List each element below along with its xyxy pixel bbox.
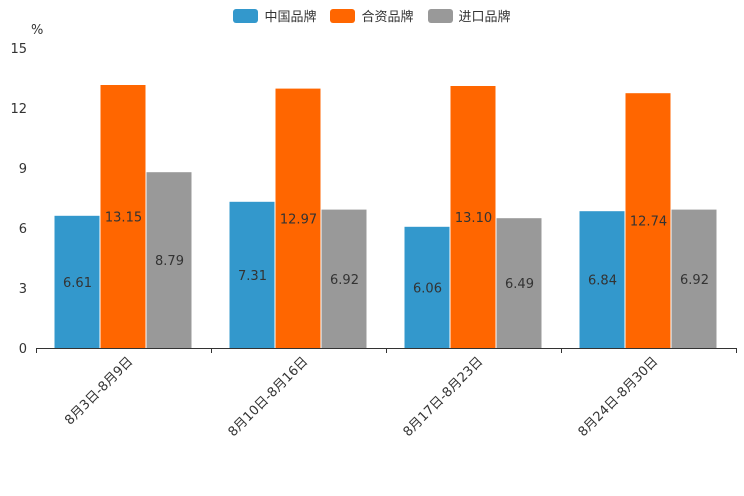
- legend: 中国品牌 合资品牌 进口品牌: [0, 6, 744, 25]
- y-tick-label-0: 0: [19, 342, 27, 357]
- legend-swatch-imported-brand: [427, 8, 453, 23]
- legend-swatch-joint-venture-brand: [330, 8, 356, 23]
- legend-item-china-brand[interactable]: 中国品牌: [233, 6, 316, 25]
- data-label-8-10-8-16-series-0: 7.31: [238, 269, 267, 284]
- data-label-8-24-8-30-series-2: 6.92: [680, 273, 709, 288]
- y-tick-label-6: 6: [19, 222, 27, 237]
- x-category-label-1: 8月10日-8月16日: [226, 354, 312, 440]
- data-label-8-24-8-30-series-0: 6.84: [588, 274, 617, 289]
- y-axis-unit-label: %: [31, 23, 43, 38]
- x-category-label-0: 8月3日-8月9日: [62, 354, 136, 428]
- bars: [54, 85, 717, 348]
- y-tick-label-12: 12: [10, 102, 27, 117]
- y-tick-label-9: 9: [19, 162, 27, 177]
- x-category-label-2: 8月17日-8月23日: [401, 354, 487, 440]
- data-label-8-24-8-30-series-1: 12.74: [630, 215, 667, 230]
- data-label-8-10-8-16-series-1: 12.97: [280, 212, 317, 227]
- bar-8-3-8-9-series-0[interactable]: [54, 215, 100, 348]
- y-axis: 0 3 6 9 12 15: [10, 42, 27, 357]
- y-tick-label-15: 15: [10, 42, 27, 57]
- legend-label-imported-brand: 进口品牌: [458, 10, 511, 25]
- bar-8-24-8-30-series-1[interactable]: [625, 93, 671, 348]
- data-label-8-17-8-23-series-2: 6.49: [505, 277, 534, 292]
- bar-8-3-8-9-series-2[interactable]: [146, 172, 192, 348]
- data-label-8-3-8-9-series-0: 6.61: [63, 276, 92, 291]
- bar-8-17-8-23-series-1[interactable]: [450, 86, 496, 348]
- y-tick-label-3: 3: [19, 282, 27, 297]
- bar-8-10-8-16-series-2[interactable]: [321, 209, 367, 348]
- bar-8-10-8-16-series-1[interactable]: [275, 88, 321, 348]
- bar-8-3-8-9-series-1[interactable]: [100, 85, 146, 348]
- data-labels: 6.61 13.15 8.79 7.31 12.97 6.92 6.06 13.10 6.49 6…: [63, 211, 709, 297]
- bar-8-17-8-23-series-2[interactable]: [496, 218, 542, 348]
- bar-8-24-8-30-series-2[interactable]: [671, 209, 717, 348]
- bar-8-10-8-16-series-0[interactable]: [229, 201, 275, 348]
- x-category-label-3: 8月24日-8月30日: [576, 354, 662, 440]
- legend-swatch-china-brand: [233, 8, 259, 23]
- data-label-8-17-8-23-series-0: 6.06: [413, 281, 442, 296]
- legend-label-china-brand: 中国品牌: [264, 10, 317, 25]
- bar-8-24-8-30-series-0[interactable]: [579, 211, 625, 348]
- data-label-8-3-8-9-series-2: 8.79: [155, 254, 184, 269]
- x-axis: 8月3日-8月9日 8月10日-8月16日 8月17日-8月23日 8月24日-8月3…: [36, 348, 737, 440]
- data-label-8-17-8-23-series-1: 13.10: [455, 211, 492, 226]
- legend-item-imported-brand[interactable]: 进口品牌: [427, 6, 511, 25]
- legend-item-joint-venture-brand[interactable]: 合资品牌: [330, 6, 414, 25]
- bar-8-17-8-23-series-0[interactable]: [404, 226, 450, 348]
- legend-label-joint-venture-brand: 合资品牌: [361, 10, 414, 25]
- data-label-8-3-8-9-series-1: 13.15: [105, 211, 142, 226]
- data-label-8-10-8-16-series-2: 6.92: [330, 273, 359, 288]
